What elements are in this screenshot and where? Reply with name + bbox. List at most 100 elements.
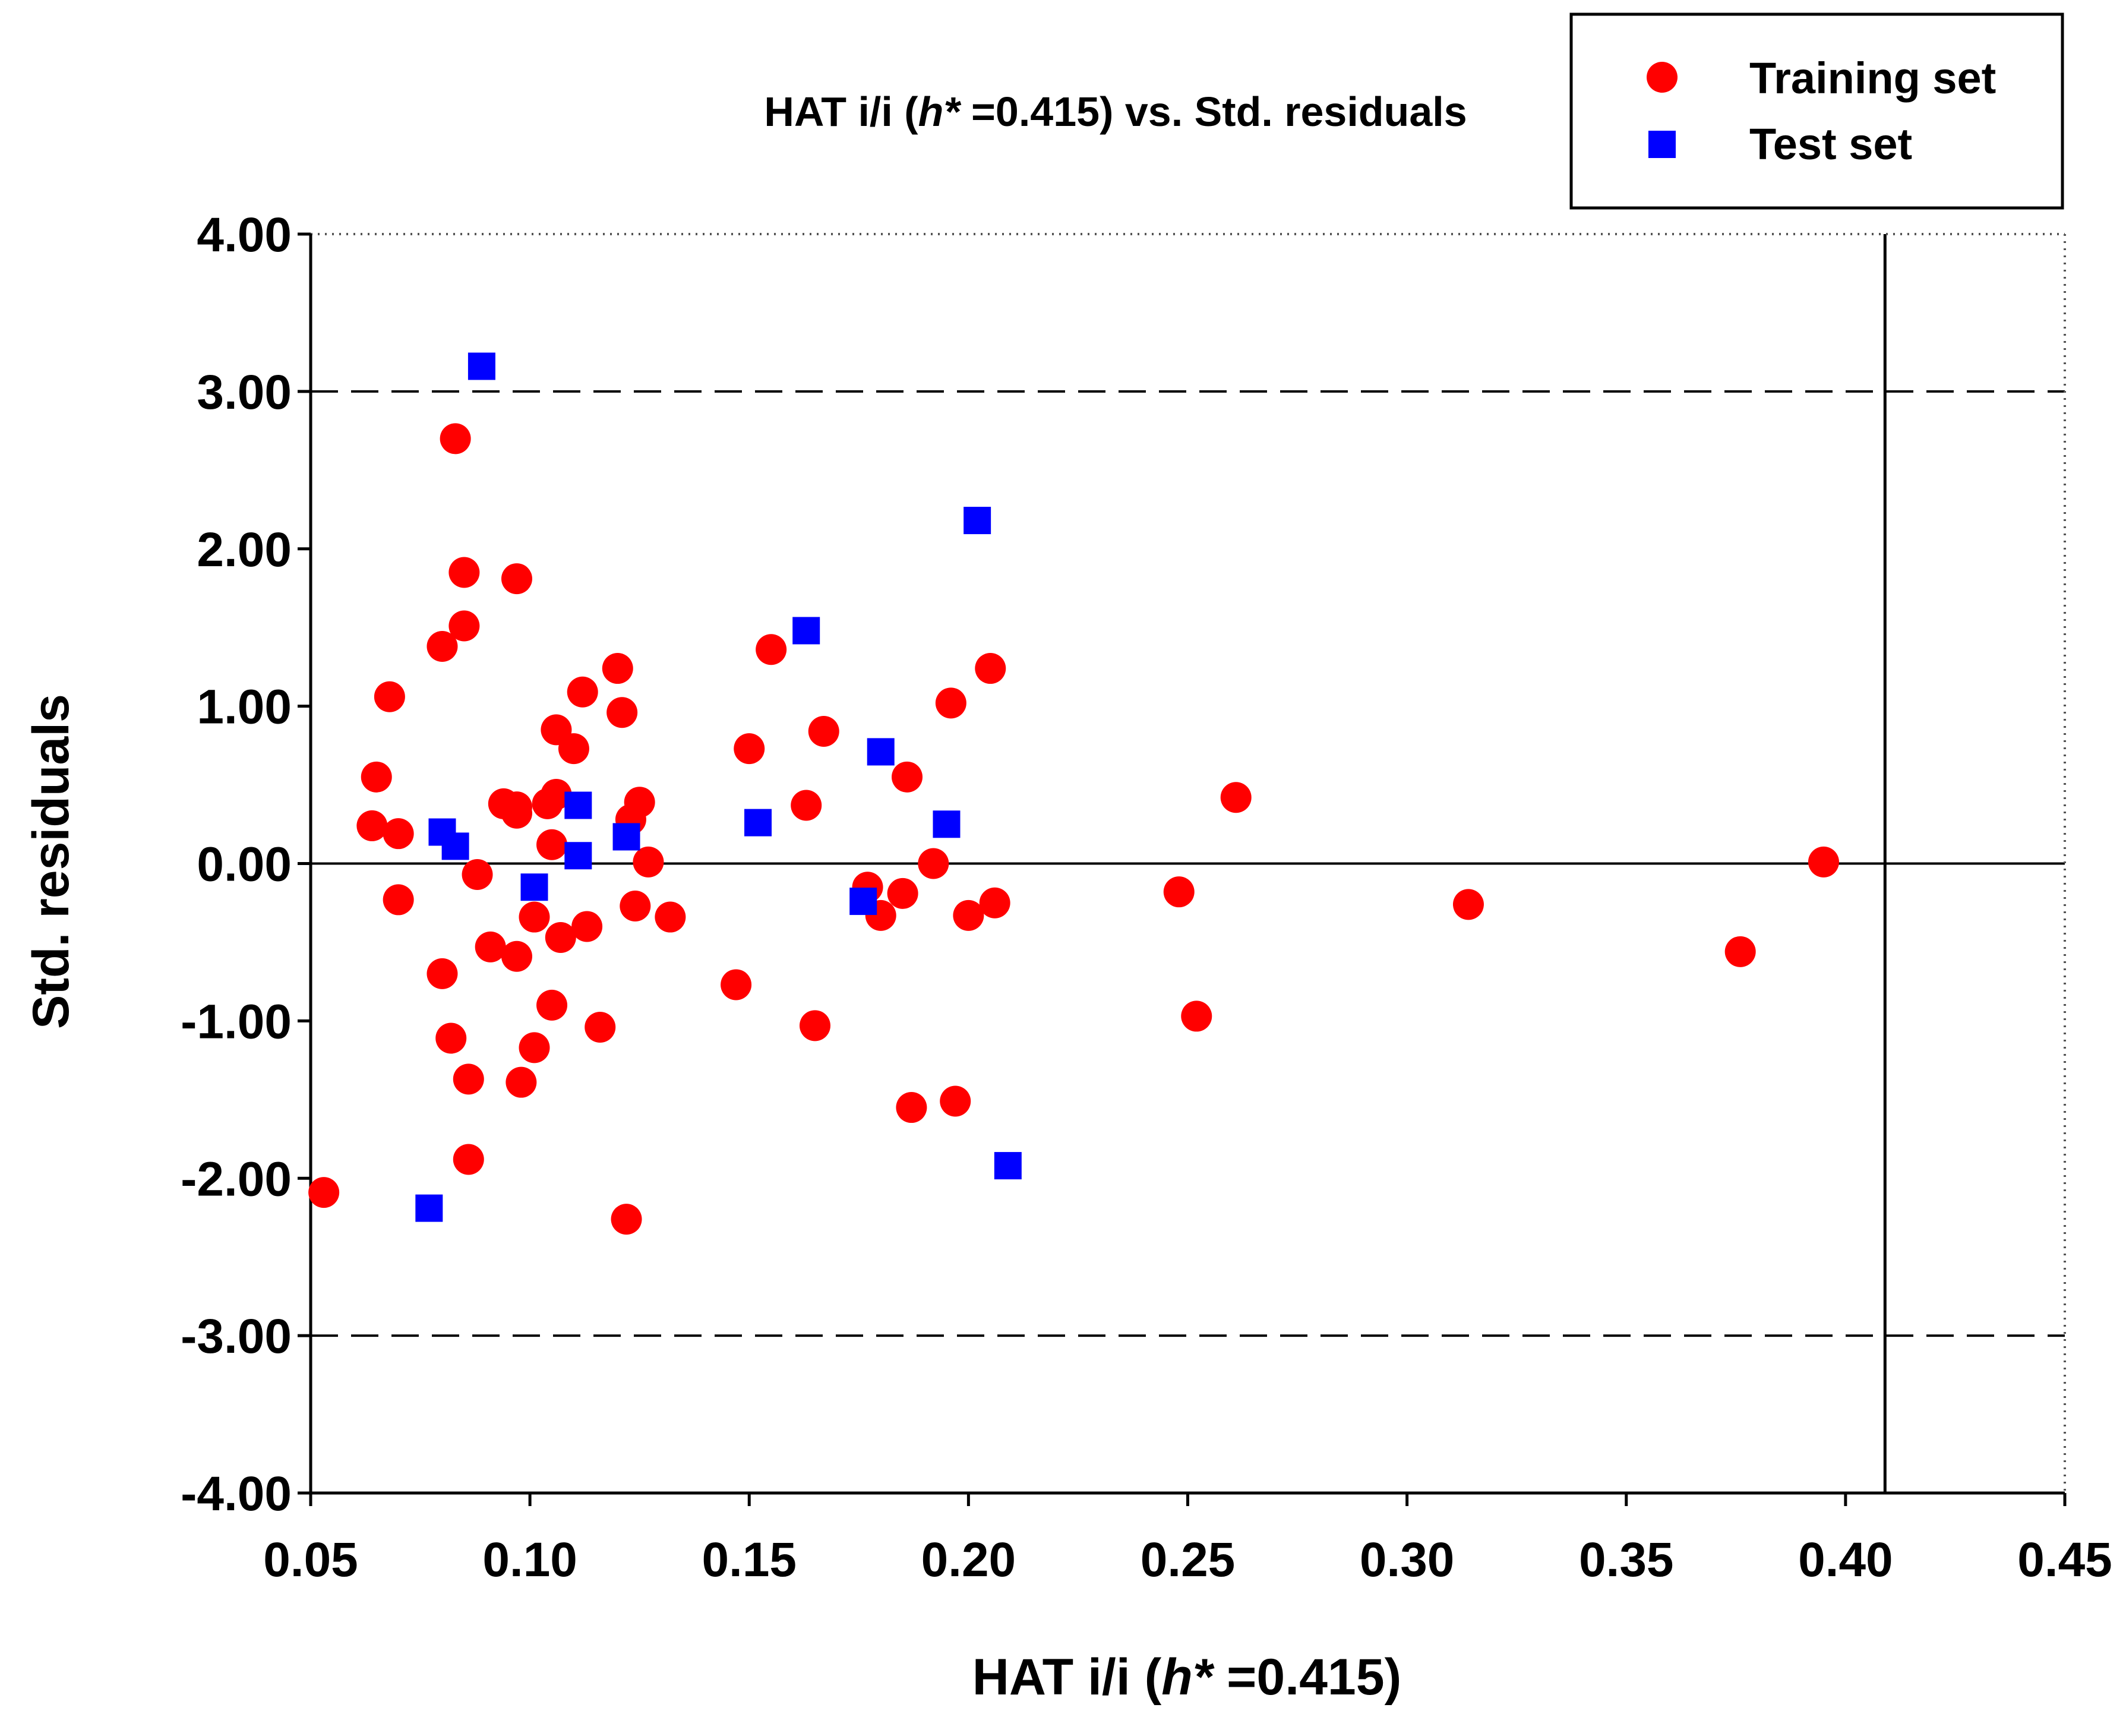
- legend-test-label: Test set: [1749, 119, 1912, 169]
- training-point: [435, 1022, 467, 1054]
- training-point: [427, 958, 458, 989]
- training-point: [1808, 846, 1839, 878]
- training-point: [308, 1177, 340, 1208]
- training-point: [558, 733, 589, 765]
- test-point: [441, 832, 469, 860]
- legend-box: [1569, 12, 2064, 210]
- legend: Training set Test set: [1569, 12, 2064, 210]
- training-point: [383, 884, 414, 916]
- training-point: [361, 761, 392, 793]
- training-point: [655, 901, 686, 933]
- training-point: [1181, 1000, 1212, 1032]
- training-point: [374, 681, 405, 712]
- training-point: [453, 1063, 484, 1095]
- training-point: [602, 653, 633, 684]
- training-point: [953, 899, 984, 931]
- y-tick-label: 3.00: [197, 365, 292, 419]
- training-point: [721, 969, 752, 1000]
- training-point: [935, 687, 966, 719]
- test-point: [564, 791, 592, 819]
- y-tick-label: -1.00: [181, 995, 292, 1049]
- training-point: [756, 634, 787, 665]
- legend-training-label: Training set: [1749, 53, 1996, 103]
- data-points: [308, 352, 1839, 1235]
- test-point: [520, 873, 548, 901]
- training-point: [975, 653, 1006, 684]
- training-point: [440, 423, 471, 454]
- training-point: [1220, 782, 1252, 813]
- training-point: [501, 791, 532, 823]
- x-tick-label: 0.05: [263, 1533, 358, 1587]
- y-tick-label: -4.00: [181, 1467, 292, 1521]
- training-point: [1724, 936, 1756, 967]
- y-tick-label: 0.00: [197, 838, 292, 892]
- training-point: [918, 848, 949, 879]
- training-point: [1452, 889, 1484, 920]
- training-point: [448, 610, 480, 642]
- test-point: [564, 842, 592, 870]
- training-point: [536, 829, 568, 860]
- training-point: [475, 931, 506, 962]
- test-point: [792, 617, 820, 645]
- y-tick-label: -3.00: [181, 1309, 292, 1363]
- x-tick-label: 0.20: [921, 1533, 1016, 1587]
- training-point: [519, 1032, 550, 1063]
- test-point: [867, 738, 895, 766]
- training-point: [506, 1066, 537, 1098]
- training-point: [808, 716, 839, 747]
- training-point: [611, 1204, 642, 1235]
- training-point: [501, 940, 532, 972]
- test-point: [467, 352, 495, 380]
- tick-labels: 4.00 3.00 2.00 1.00 0.00 -1.00 -2.00 -3.00 -4.00…: [181, 208, 2112, 1587]
- training-point: [620, 891, 651, 922]
- training-point: [979, 887, 1010, 918]
- training-point: [633, 846, 664, 878]
- reference-lines: [311, 234, 2065, 1493]
- x-axis-title: HAT i/i (h* =0.415): [972, 1649, 1401, 1706]
- legend-test-marker: [1648, 131, 1676, 158]
- test-point: [933, 810, 961, 838]
- training-point: [734, 733, 765, 765]
- y-tick-label: -2.00: [181, 1152, 292, 1206]
- x-tick-label: 0.15: [702, 1533, 797, 1587]
- chart-title: HAT i/i (h* =0.415) vs. Std. residuals: [764, 89, 1467, 135]
- x-tick-label: 0.45: [2017, 1533, 2112, 1587]
- training-point: [501, 563, 532, 595]
- training-point: [892, 761, 923, 793]
- training-point: [545, 921, 576, 953]
- x-tick-label: 0.35: [1579, 1533, 1674, 1587]
- x-tick-label: 0.10: [482, 1533, 577, 1587]
- training-point: [1163, 876, 1195, 908]
- test-point: [994, 1152, 1022, 1180]
- training-point: [887, 878, 918, 909]
- training-point: [571, 911, 603, 942]
- y-tick-label: 2.00: [197, 523, 292, 577]
- x-tick-label: 0.25: [1141, 1533, 1236, 1587]
- training-point: [383, 818, 414, 850]
- test-point: [744, 809, 772, 837]
- training-point: [606, 697, 638, 728]
- test-point: [612, 823, 640, 851]
- y-tick-label: 4.00: [197, 208, 292, 262]
- training-point: [791, 790, 822, 821]
- training-point: [799, 1010, 830, 1041]
- training-point: [567, 676, 598, 708]
- axes: [298, 232, 2067, 1506]
- training-point: [356, 810, 388, 841]
- training-point: [585, 1011, 616, 1043]
- training-point: [896, 1092, 927, 1123]
- training-point: [453, 1144, 484, 1175]
- y-axis-title: Std. residuals: [23, 694, 80, 1029]
- training-point: [940, 1085, 971, 1117]
- training-point: [462, 859, 493, 891]
- test-point: [849, 888, 877, 916]
- training-point: [541, 778, 572, 810]
- training-point: [427, 630, 458, 662]
- x-tick-label: 0.30: [1360, 1533, 1455, 1587]
- test-point: [415, 1194, 443, 1222]
- training-point: [519, 901, 550, 933]
- legend-training-marker: [1647, 62, 1678, 93]
- training-point: [448, 557, 480, 588]
- training-point: [536, 989, 568, 1021]
